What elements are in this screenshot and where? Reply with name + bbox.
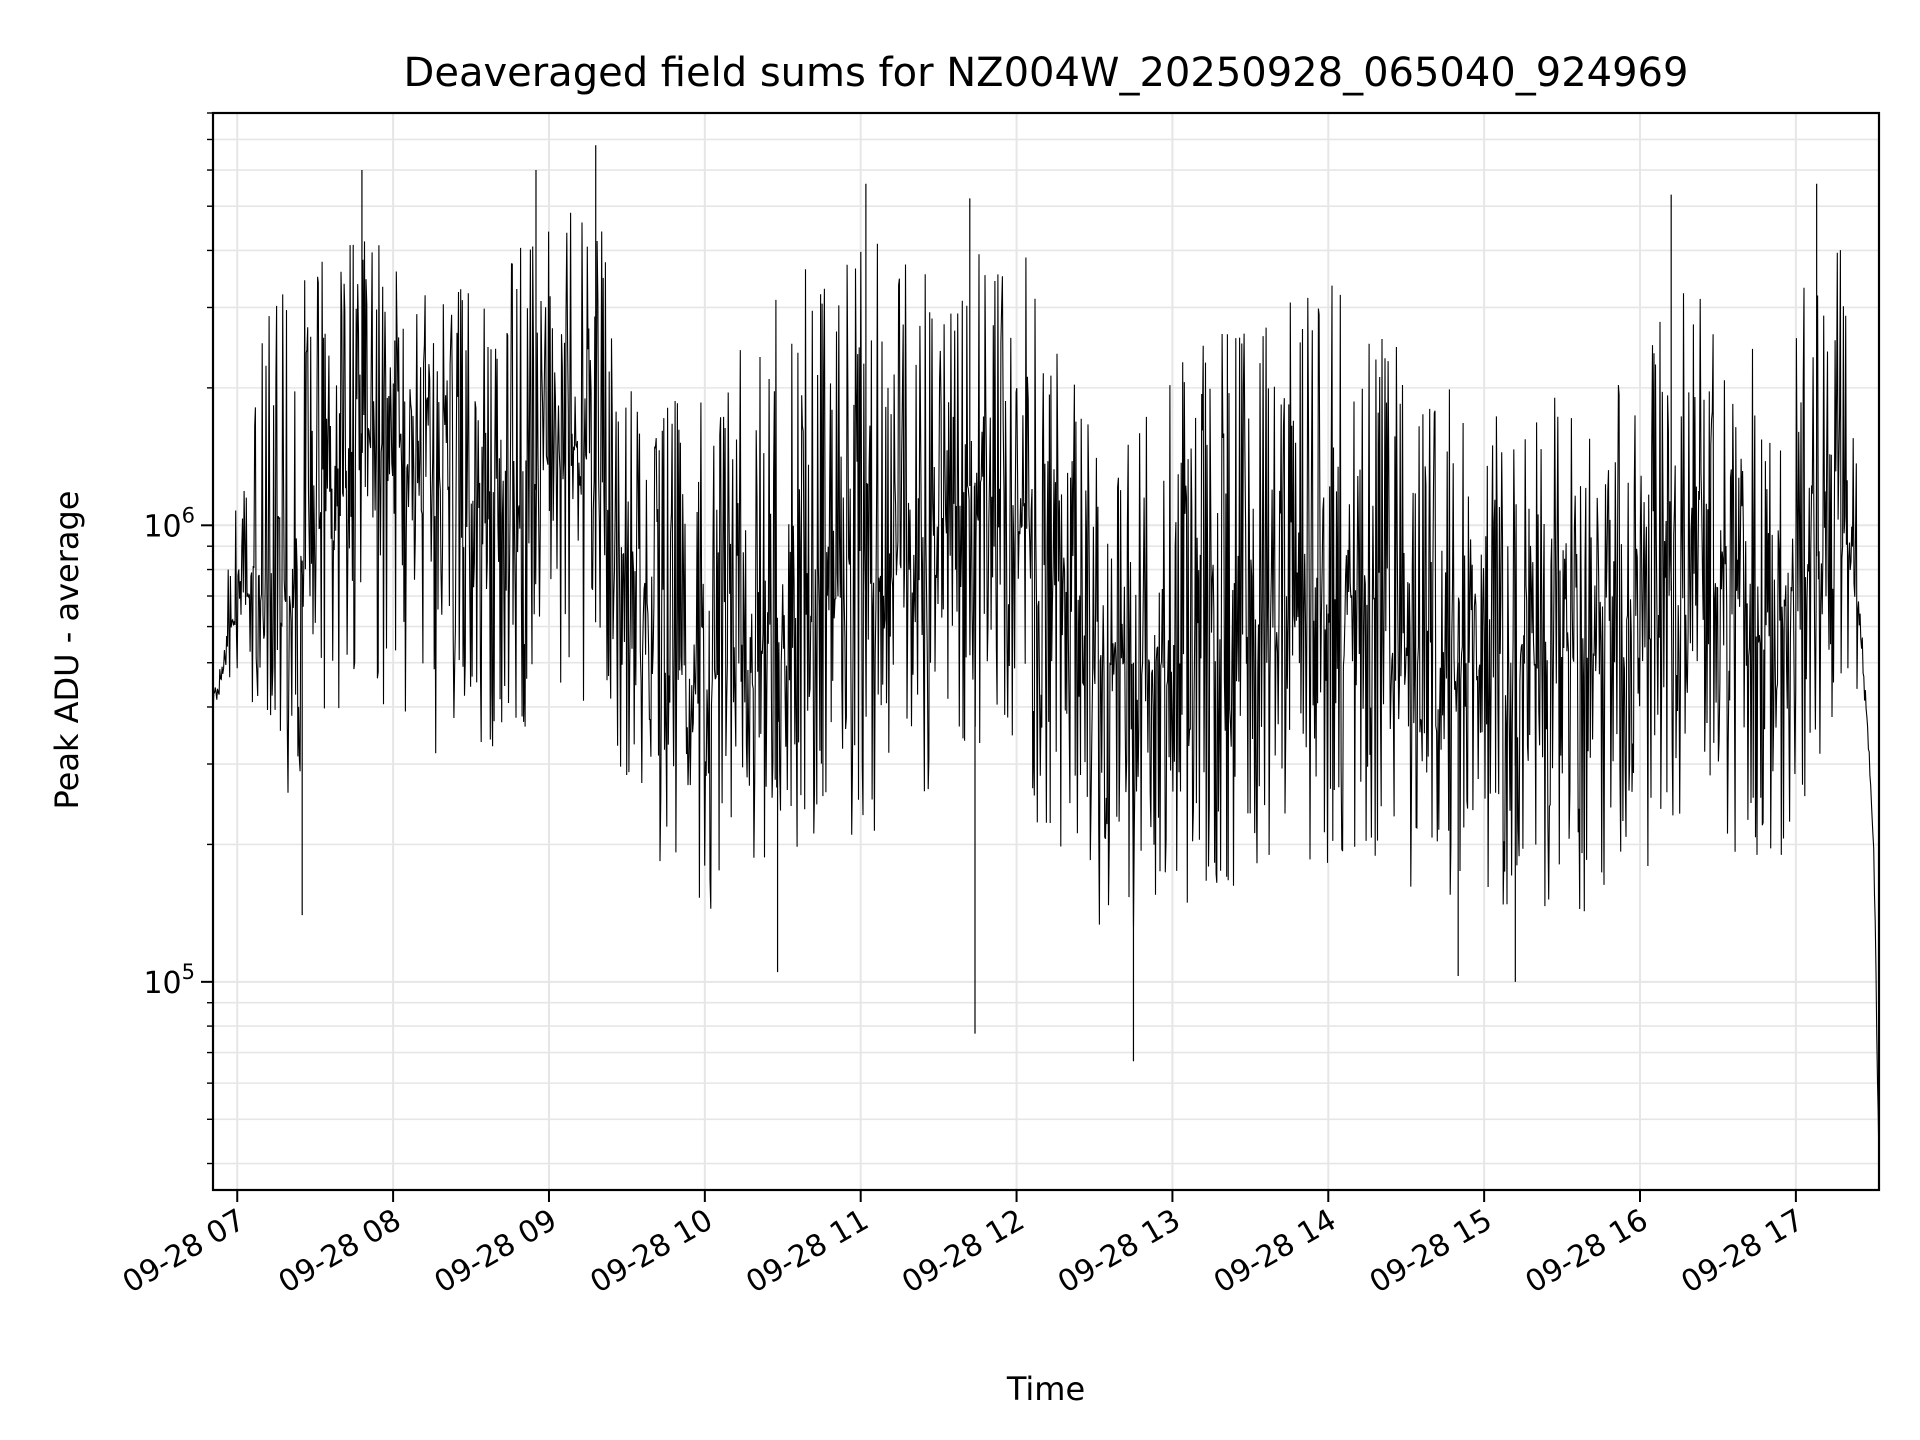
x-axis-label: Time (1006, 1370, 1085, 1408)
y-tick-exponent: 6 (182, 503, 195, 527)
chart-title: Deaveraged field sums for NZ004W_2025092… (404, 50, 1689, 96)
y-tick-exponent: 5 (182, 960, 195, 984)
y-axis-label: Peak ADU - average (48, 491, 86, 810)
series-path (212, 212, 1880, 1166)
y-tick-label: 105 (143, 960, 195, 1001)
series-line (212, 145, 1880, 1166)
y-tick-base: 10 (143, 509, 181, 544)
y-tick-label: 106 (143, 503, 195, 544)
plot-frame (211, 111, 1881, 1192)
y-tick-base: 10 (143, 966, 181, 1001)
